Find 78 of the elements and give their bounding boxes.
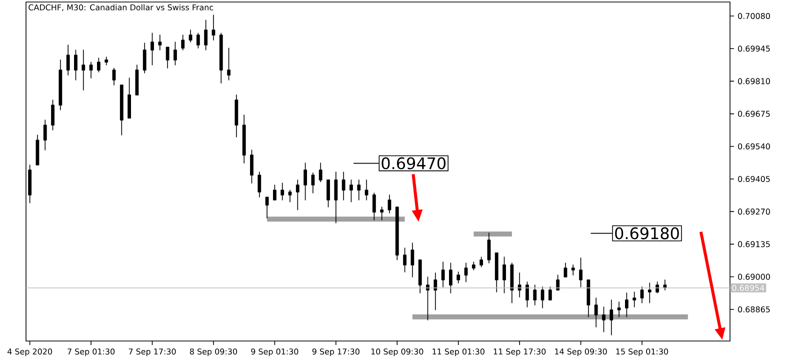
candlestick <box>150 32 154 66</box>
candlestick <box>372 192 376 220</box>
candlestick <box>112 68 116 86</box>
candlestick <box>480 256 484 268</box>
candlestick <box>104 56 108 66</box>
candlestick <box>250 150 254 184</box>
candlestick <box>632 292 636 308</box>
candlestick <box>625 292 628 318</box>
candlestick <box>135 64 139 96</box>
candlestick <box>96 58 100 72</box>
candlestick <box>158 34 162 50</box>
candlestick <box>526 281 529 308</box>
candlestick <box>364 180 368 200</box>
candlestick <box>212 14 216 41</box>
candlestick <box>464 262 468 282</box>
candlestick <box>540 286 544 308</box>
candlestick <box>318 162 322 182</box>
candlestick <box>564 262 568 278</box>
candlestick <box>663 280 667 290</box>
candlestick <box>395 206 399 260</box>
candlestick <box>51 100 54 130</box>
candlestick <box>326 180 330 208</box>
candlestick <box>204 20 208 50</box>
candlestick <box>456 272 460 284</box>
candlestick <box>410 242 414 278</box>
candlestick <box>174 42 177 66</box>
candlestick <box>510 262 514 304</box>
candlestick <box>219 32 223 84</box>
candlestick <box>28 164 32 204</box>
candlestick <box>533 284 537 306</box>
candlestick <box>403 248 406 272</box>
candlestick <box>357 180 361 200</box>
candlestick <box>166 46 170 69</box>
candlestick <box>272 184 276 200</box>
candlestick <box>342 172 346 200</box>
candlestick <box>89 62 93 78</box>
candlestick <box>120 84 124 136</box>
candlestick <box>487 232 491 264</box>
candlestick <box>449 262 452 294</box>
candlestick <box>82 50 86 91</box>
candlestick <box>472 262 476 270</box>
candlestick <box>418 259 422 294</box>
candlestick <box>43 120 47 150</box>
candlestick <box>66 44 70 76</box>
candlestick <box>594 298 598 328</box>
candlestick <box>288 190 292 202</box>
candlestick <box>234 94 238 138</box>
candlestick <box>556 274 560 290</box>
candlestick <box>610 300 614 336</box>
candlestick <box>58 60 62 110</box>
candlestick <box>434 272 438 310</box>
candlestick <box>196 32 200 49</box>
candlestick <box>617 301 621 318</box>
candlestick <box>334 172 338 224</box>
candlestick <box>494 252 498 292</box>
candlestick <box>586 280 590 318</box>
candlestick <box>304 162 308 200</box>
candlestick <box>571 264 575 276</box>
annotation: 0.69180 <box>615 227 679 240</box>
candlestick <box>548 286 552 300</box>
annotation: 0.69470 <box>382 157 446 170</box>
candlestick <box>258 172 262 198</box>
candlestick <box>441 262 445 288</box>
candlestick <box>280 182 284 200</box>
candlestick <box>242 114 246 164</box>
candlestick <box>128 78 132 119</box>
candlestick <box>188 30 192 42</box>
candlestick <box>579 258 582 288</box>
candlestick <box>142 42 146 74</box>
candlestick <box>350 180 353 202</box>
candlestick <box>74 50 78 80</box>
candlestick <box>502 256 506 294</box>
candlestick <box>265 196 269 218</box>
candlestick <box>388 194 392 214</box>
candlestick <box>311 172 315 194</box>
candlestick <box>36 134 40 166</box>
candlestick <box>181 34 185 50</box>
candlestick <box>640 286 644 304</box>
